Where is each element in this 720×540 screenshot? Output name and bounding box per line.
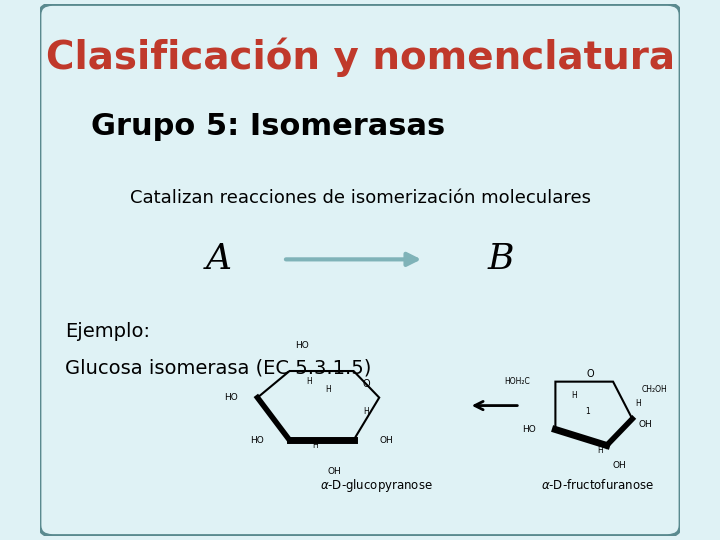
Text: B: B xyxy=(487,242,514,276)
Text: $\alpha$-D-fructofuranose: $\alpha$-D-fructofuranose xyxy=(541,478,654,492)
Text: Glucosa isomerasa (EC 5.3.1.5): Glucosa isomerasa (EC 5.3.1.5) xyxy=(66,359,372,378)
Text: OH: OH xyxy=(328,467,341,476)
Text: H: H xyxy=(312,441,318,450)
Text: Clasificación y nomenclatura: Clasificación y nomenclatura xyxy=(45,38,675,77)
Text: Catalizan reacciones de isomerización moleculares: Catalizan reacciones de isomerización mo… xyxy=(130,189,590,207)
Text: Grupo 5: Isomerasas: Grupo 5: Isomerasas xyxy=(91,112,445,141)
Text: HOH₂C: HOH₂C xyxy=(504,377,530,386)
Text: H: H xyxy=(636,399,642,408)
Text: O: O xyxy=(363,379,370,389)
Text: H: H xyxy=(325,385,331,394)
Text: $\alpha$-D-glucopyranose: $\alpha$-D-glucopyranose xyxy=(320,477,433,494)
Text: Ejemplo:: Ejemplo: xyxy=(66,322,150,341)
Text: HO: HO xyxy=(295,341,309,350)
Text: HO: HO xyxy=(250,436,264,444)
Text: H: H xyxy=(364,407,369,416)
Text: H: H xyxy=(306,377,312,386)
Text: A: A xyxy=(206,242,232,276)
FancyBboxPatch shape xyxy=(40,4,680,536)
Text: H: H xyxy=(598,447,603,455)
Text: O: O xyxy=(587,369,595,379)
Text: OH: OH xyxy=(379,436,393,444)
Text: CH₂OH: CH₂OH xyxy=(642,385,667,394)
Text: 1: 1 xyxy=(585,407,590,416)
Text: OH: OH xyxy=(613,461,626,470)
Text: HO: HO xyxy=(523,425,536,434)
Text: H: H xyxy=(572,390,577,400)
Text: HO: HO xyxy=(225,393,238,402)
Text: OH: OH xyxy=(639,420,652,429)
